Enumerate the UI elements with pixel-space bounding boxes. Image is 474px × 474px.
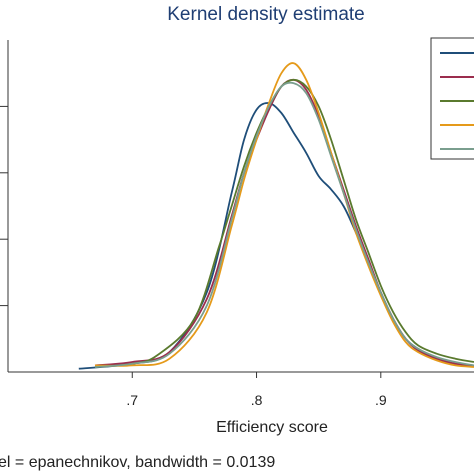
density-line-4 bbox=[94, 62, 474, 368]
x-tick-labels: .7 .8 .9 bbox=[126, 392, 386, 408]
x-tick-label-1: .8 bbox=[251, 392, 263, 408]
x-tick-label-0: .7 bbox=[126, 392, 138, 408]
x-axis-title: Efficiency score bbox=[216, 419, 328, 436]
chart-title: Kernel density estimate bbox=[167, 4, 365, 25]
x-tick-label-2: .9 bbox=[375, 392, 387, 408]
density-line-1 bbox=[78, 102, 474, 370]
legend bbox=[430, 37, 474, 160]
y-axis bbox=[0, 40, 9, 372]
x-axis bbox=[8, 371, 474, 378]
density-line-2 bbox=[94, 78, 474, 367]
density-line-5 bbox=[94, 81, 474, 368]
density-line-3 bbox=[94, 78, 474, 368]
density-series bbox=[78, 62, 474, 370]
legend-box bbox=[430, 37, 474, 160]
kernel-note: el = epanechnikov, bandwidth = 0.0139 bbox=[0, 454, 275, 471]
